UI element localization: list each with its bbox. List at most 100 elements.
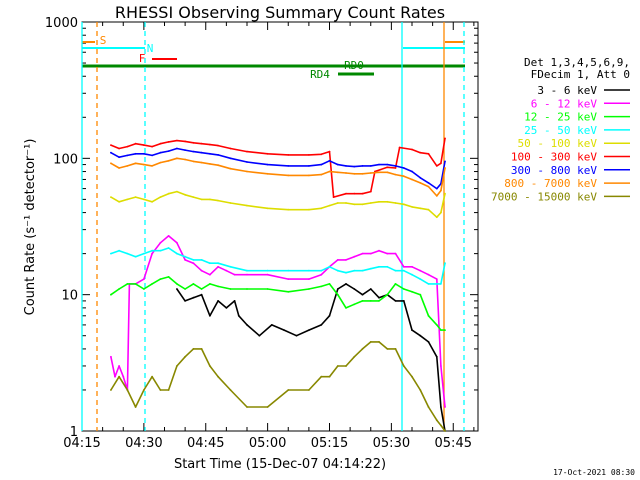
series-point-5 xyxy=(217,144,220,147)
series-point-1 xyxy=(266,273,269,276)
series-point-1 xyxy=(427,273,430,276)
series-point-3 xyxy=(184,255,187,258)
series-point-1 xyxy=(444,406,446,408)
series-point-0 xyxy=(353,288,356,290)
series-point-1 xyxy=(345,259,347,261)
series-point-6 xyxy=(394,165,397,167)
series-point-6 xyxy=(336,163,339,166)
series-point-8 xyxy=(217,375,220,378)
series-point-4 xyxy=(134,196,137,199)
x-tick-label: 05:15 xyxy=(311,436,348,451)
series-point-6 xyxy=(159,151,162,154)
series-point-4 xyxy=(328,204,331,207)
series-point-0 xyxy=(369,288,372,290)
series-point-1 xyxy=(110,355,112,358)
series-point-1 xyxy=(361,252,364,255)
series-point-8 xyxy=(336,365,339,367)
series-point-2 xyxy=(353,303,356,306)
series-point-8 xyxy=(159,389,162,391)
series-point-7 xyxy=(134,162,137,165)
series-point-3 xyxy=(419,278,422,280)
series-point-5 xyxy=(118,147,120,150)
series-point-2 xyxy=(419,293,422,296)
series-point-8 xyxy=(246,406,248,408)
series-point-0 xyxy=(308,329,310,331)
series-point-2 xyxy=(328,283,331,285)
series-point-0 xyxy=(217,300,220,302)
series-point-0 xyxy=(176,288,178,290)
flag-label-rd4: RD4 xyxy=(310,68,330,81)
series-point-8 xyxy=(435,419,438,422)
series-point-4 xyxy=(229,202,232,204)
series-point-4 xyxy=(440,211,442,214)
series-point-7 xyxy=(209,163,211,165)
x-tick-label: 04:15 xyxy=(63,436,100,451)
series-point-5 xyxy=(394,167,397,169)
series-line-5 xyxy=(110,138,446,198)
series-point-1 xyxy=(353,255,356,258)
series-line-7 xyxy=(110,157,446,197)
series-point-8 xyxy=(192,348,195,350)
series-point-5 xyxy=(345,192,347,195)
series-point-6 xyxy=(209,152,211,155)
flag-label-f: F xyxy=(139,52,146,65)
series-point-2 xyxy=(386,293,389,296)
series-point-0 xyxy=(378,296,380,299)
series-point-5 xyxy=(398,146,401,149)
series-point-7 xyxy=(419,182,422,184)
series-point-5 xyxy=(411,148,413,151)
series-point-5 xyxy=(308,154,310,156)
series-point-4 xyxy=(320,207,323,210)
series-point-6 xyxy=(361,165,364,167)
series-point-0 xyxy=(411,329,413,331)
series-point-7 xyxy=(308,174,310,177)
series-point-3 xyxy=(427,283,430,285)
series-point-3 xyxy=(246,269,248,272)
series-point-5 xyxy=(266,152,269,155)
series-point-8 xyxy=(151,375,154,378)
legend-entry-label: 3 - 6 keV xyxy=(537,84,597,97)
series-point-1 xyxy=(167,235,170,237)
x-axis-label: Start Time (15-Dec-07 04:14:22) xyxy=(174,457,386,472)
series-point-3 xyxy=(143,252,145,255)
series-point-6 xyxy=(176,147,178,150)
series-point-8 xyxy=(361,348,364,350)
series-point-8 xyxy=(353,355,356,358)
series-point-1 xyxy=(386,252,389,255)
series-point-5 xyxy=(427,152,430,155)
series-point-1 xyxy=(176,241,178,244)
series-point-8 xyxy=(444,430,446,432)
series-point-4 xyxy=(427,208,430,211)
series-point-8 xyxy=(440,424,442,427)
x-tick-label: 05:00 xyxy=(249,436,286,451)
series-point-7 xyxy=(118,167,120,169)
series-point-0 xyxy=(200,293,203,296)
series-point-7 xyxy=(345,172,347,174)
series-point-8 xyxy=(427,406,430,408)
series-point-7 xyxy=(229,167,232,170)
series-point-3 xyxy=(308,269,310,272)
y-tick-label: 10 xyxy=(61,289,78,304)
plot-frame xyxy=(81,21,479,432)
series-point-5 xyxy=(332,196,335,199)
series-point-2 xyxy=(126,283,129,285)
series-point-7 xyxy=(361,172,364,175)
series-point-2 xyxy=(402,288,405,290)
series-point-5 xyxy=(167,141,170,143)
series-point-6 xyxy=(378,163,380,166)
series-point-4 xyxy=(151,200,154,203)
series-point-7 xyxy=(320,173,323,176)
series-point-6 xyxy=(320,163,323,166)
series-point-7 xyxy=(394,173,397,176)
series-point-5 xyxy=(246,150,248,153)
series-point-4 xyxy=(378,200,380,203)
series-point-3 xyxy=(402,269,405,272)
series-point-4 xyxy=(402,203,405,206)
series-point-1 xyxy=(287,278,290,280)
series-point-2 xyxy=(184,288,187,290)
series-point-0 xyxy=(328,314,331,317)
series-point-1 xyxy=(122,375,125,378)
series-point-0 xyxy=(270,324,273,326)
series-point-1 xyxy=(159,241,162,244)
